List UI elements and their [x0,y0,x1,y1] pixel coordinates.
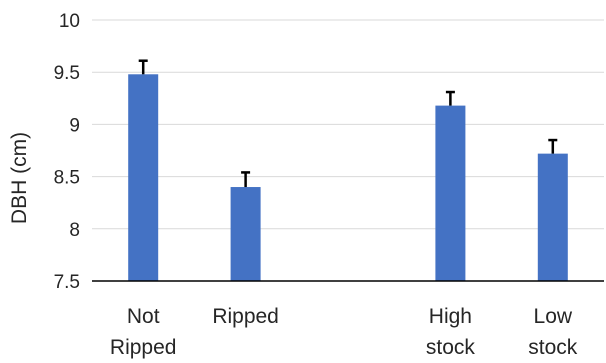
y-tick-label: 8.5 [54,168,80,189]
bar [230,187,261,281]
y-tick-label: 7.5 [54,272,80,293]
category-label: Ripped [110,336,177,359]
category-labels: Not Ripped Ripped High stock Low stock [110,305,578,359]
category-label: High [429,305,472,328]
category-label: stock [528,336,578,359]
y-tick-label: 9 [69,115,80,136]
y-tick-label: 9.5 [54,63,80,84]
y-axis-title: DBH (cm) [8,132,31,224]
category-label: Not [127,305,160,328]
category-label: stock [426,336,476,359]
y-tick-labels: 7.5 8 8.5 9 9.5 10 [54,11,80,293]
category-label: Low [534,305,573,328]
gridlines [92,19,604,230]
bar [537,153,568,281]
error-bars [138,59,558,188]
bar [435,105,466,281]
category-label: Ripped [212,305,279,328]
bar [128,74,159,282]
bars [128,74,568,282]
y-tick-label: 10 [59,11,80,32]
y-tick-label: 8 [69,220,80,241]
